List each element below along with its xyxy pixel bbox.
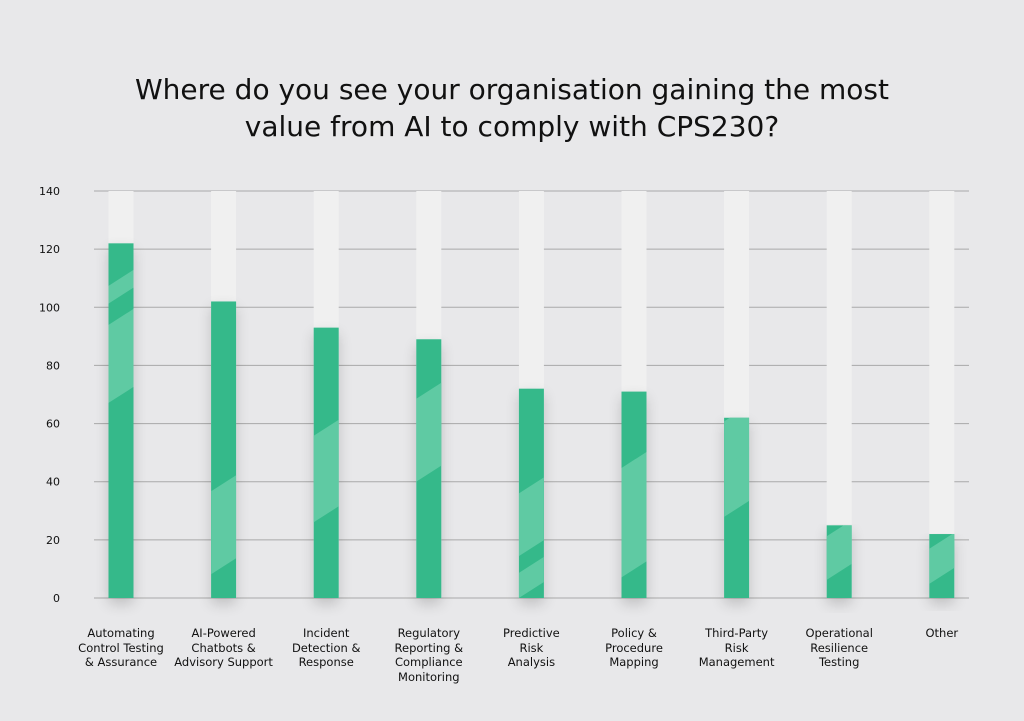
bar-highlight — [518, 477, 544, 598]
bar-highlight-band — [108, 269, 134, 304]
chart-title-line-1: Where do you see your organisation gaini… — [134, 72, 889, 106]
bar-highlight-band — [313, 419, 339, 523]
bar-highlight-band — [724, 446, 750, 517]
x-tick-label: Incident Detection & Response — [291, 626, 361, 669]
bar-highlight — [108, 269, 134, 403]
x-tick-label: Other — [925, 626, 959, 640]
y-tick-label: 80 — [46, 359, 60, 372]
chart-title-line-2: value from AI to comply with CPS230? — [244, 109, 780, 143]
x-tick-label: AI-Powered Chatbots & Advisory Support — [174, 626, 273, 669]
y-tick-label: 140 — [39, 185, 60, 198]
y-tick-label: 0 — [53, 592, 60, 605]
x-tick-label: Regulatory Reporting & Compliance Monito… — [394, 626, 464, 684]
x-tick-label: Operational Resilience Testing — [805, 626, 873, 669]
y-tick-label: 20 — [46, 534, 60, 547]
bar-track — [929, 191, 955, 598]
bar-highlight-band — [621, 451, 647, 530]
x-tick-label: Policy & Procedure Mapping — [605, 626, 663, 669]
y-tick-label: 60 — [46, 418, 60, 431]
bar-highlight-band — [518, 556, 544, 598]
bar-highlight — [724, 417, 750, 517]
bar-highlight-band — [724, 417, 750, 467]
bar-highlight — [621, 451, 647, 578]
bar-highlight-band — [826, 525, 852, 580]
bar-highlight-band — [518, 477, 544, 557]
bar-highlight-band — [621, 511, 647, 578]
y-tick-label: 100 — [39, 301, 60, 314]
y-tick-label: 120 — [39, 243, 60, 256]
bar-highlight-band — [416, 382, 442, 482]
bar — [108, 243, 134, 599]
bar-highlight — [929, 534, 955, 584]
x-tick-label: Third-Party Risk Management — [698, 626, 775, 669]
x-tick-label: Automating Control Testing & Assurance — [78, 626, 164, 669]
bar-highlight — [826, 525, 852, 580]
bar-highlight-band — [929, 534, 955, 584]
bar-highlight — [211, 475, 237, 575]
bar-highlight-band — [211, 475, 237, 575]
y-tick-label: 40 — [46, 476, 60, 489]
x-tick-label: Predictive Risk Analysis — [503, 626, 560, 669]
bar-highlight — [313, 419, 339, 523]
bar-highlight-band — [108, 308, 134, 403]
bar-highlight — [416, 382, 442, 482]
chart-title: Where do you see your organisation gaini… — [0, 71, 1024, 145]
